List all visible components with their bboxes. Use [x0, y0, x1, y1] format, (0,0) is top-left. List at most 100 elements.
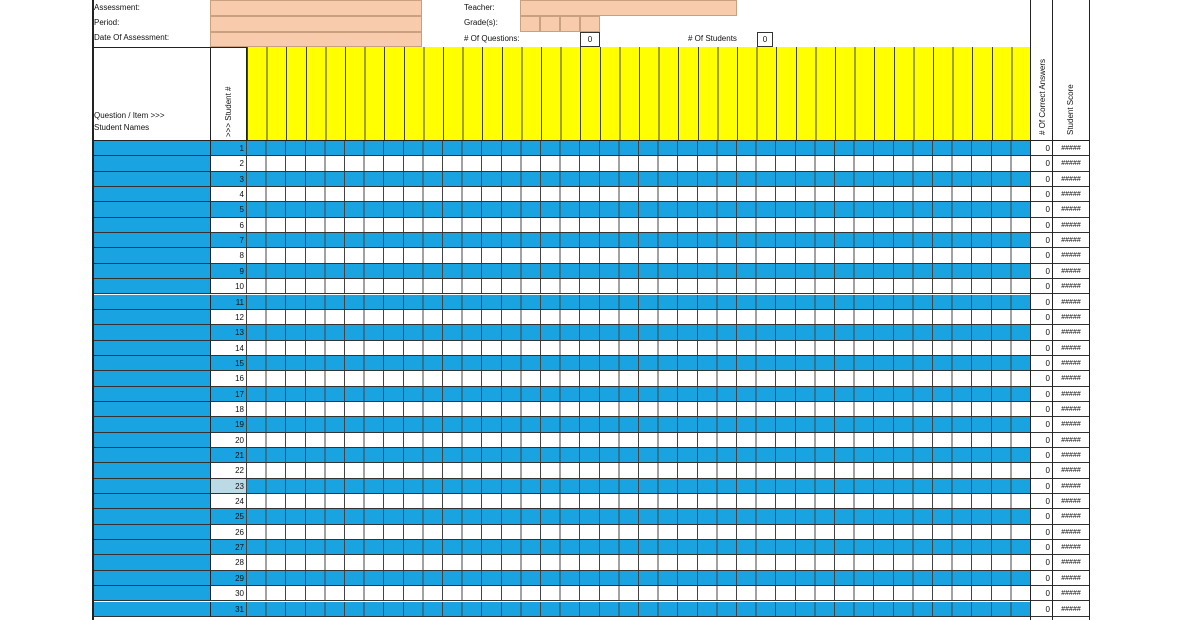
student-name-cell[interactable]	[94, 478, 210, 495]
student-name-cell[interactable]	[94, 555, 210, 571]
student-name-cell[interactable]	[94, 401, 210, 418]
student-score: #####	[1053, 233, 1089, 249]
answer-cells[interactable]	[246, 540, 1030, 556]
grade-input[interactable]	[540, 16, 560, 32]
date-input[interactable]	[210, 32, 422, 47]
student-number: 7	[210, 233, 246, 249]
grade-input[interactable]	[520, 16, 540, 32]
grade-input[interactable]	[560, 16, 580, 32]
answer-cells[interactable]	[246, 570, 1030, 587]
period-label: Period:	[94, 18, 120, 27]
correct-count: 0	[1031, 601, 1052, 617]
student-number: 1	[210, 141, 246, 157]
answer-cells[interactable]	[246, 233, 1030, 249]
student-names-label: Student Names	[94, 123, 150, 132]
correct-count: 0	[1031, 279, 1052, 295]
student-name-cell[interactable]	[94, 448, 210, 464]
correct-count: 0	[1031, 570, 1052, 587]
correct-count: 0	[1031, 141, 1052, 157]
student-number: 31	[210, 601, 246, 617]
answer-cells[interactable]	[246, 371, 1030, 387]
student-name-cell[interactable]	[94, 217, 210, 234]
answer-cells[interactable]	[246, 248, 1030, 264]
student-name-cell[interactable]	[94, 233, 210, 249]
answer-cells[interactable]	[246, 494, 1030, 510]
student-name-cell[interactable]	[94, 202, 210, 218]
answer-cells[interactable]	[246, 555, 1030, 571]
student-score: #####	[1053, 432, 1089, 448]
answer-cells[interactable]	[246, 309, 1030, 326]
answer-cells[interactable]	[246, 340, 1030, 356]
student-name-cell[interactable]	[94, 432, 210, 448]
sheet-border	[92, 0, 94, 620]
question-header[interactable]	[246, 47, 1030, 140]
correct-count: 0	[1031, 233, 1052, 249]
student-name-cell[interactable]	[94, 309, 210, 326]
period-input[interactable]	[210, 16, 422, 32]
answer-cells[interactable]	[246, 417, 1030, 433]
answer-cells[interactable]	[246, 202, 1030, 218]
answer-cells[interactable]	[246, 156, 1030, 172]
student-name-cell[interactable]	[94, 601, 210, 617]
answer-cells[interactable]	[246, 448, 1030, 464]
student-name-cell[interactable]	[94, 371, 210, 387]
student-name-cell[interactable]	[94, 355, 210, 372]
student-number: 17	[210, 386, 246, 402]
answer-cells[interactable]	[246, 325, 1030, 341]
student-score: #####	[1053, 171, 1089, 188]
student-name-cell[interactable]	[94, 325, 210, 341]
student-score: #####	[1053, 386, 1089, 402]
student-name-cell[interactable]	[94, 524, 210, 541]
student-name-cell[interactable]	[94, 248, 210, 264]
student-name-cell[interactable]	[94, 294, 210, 310]
student-name-cell[interactable]	[94, 141, 210, 157]
teacher-input[interactable]	[520, 0, 737, 16]
student-number: 16	[210, 371, 246, 387]
correct-count: 0	[1031, 187, 1052, 203]
grade-input[interactable]	[580, 16, 600, 32]
answer-cells[interactable]	[246, 279, 1030, 295]
student-name-cell[interactable]	[94, 509, 210, 525]
answer-cells[interactable]	[246, 294, 1030, 310]
student-name-cell[interactable]	[94, 386, 210, 402]
student-name-cell[interactable]	[94, 279, 210, 295]
answer-cells[interactable]	[246, 601, 1030, 617]
student-name-cell[interactable]	[94, 263, 210, 280]
answer-cells[interactable]	[246, 386, 1030, 402]
answer-cells[interactable]	[246, 432, 1030, 448]
student-name-cell[interactable]	[94, 340, 210, 356]
assessment-input[interactable]	[210, 0, 422, 16]
answer-cells[interactable]	[246, 524, 1030, 541]
student-score: #####	[1053, 401, 1089, 418]
answer-cells[interactable]	[246, 141, 1030, 157]
answer-cells[interactable]	[246, 463, 1030, 479]
student-name-cell[interactable]	[94, 156, 210, 172]
answer-cells[interactable]	[246, 401, 1030, 418]
grades-label: Grade(s):	[464, 18, 498, 27]
answer-cells[interactable]	[246, 263, 1030, 280]
student-name-cell[interactable]	[94, 586, 210, 602]
student-name-cell[interactable]	[94, 187, 210, 203]
student-score: #####	[1053, 509, 1089, 525]
student-score: #####	[1053, 325, 1089, 341]
student-name-cell[interactable]	[94, 463, 210, 479]
answer-cells[interactable]	[246, 355, 1030, 372]
row-border	[92, 140, 1090, 141]
student-number: 24	[210, 494, 246, 510]
student-name-cell[interactable]	[94, 417, 210, 433]
answer-cells[interactable]	[246, 187, 1030, 203]
correct-count: 0	[1031, 202, 1052, 218]
student-score: #####	[1053, 494, 1089, 510]
student-score: #####	[1053, 586, 1089, 602]
student-name-cell[interactable]	[94, 570, 210, 587]
answer-cells[interactable]	[246, 509, 1030, 525]
answer-cells[interactable]	[246, 171, 1030, 188]
student-name-cell[interactable]	[94, 494, 210, 510]
student-name-cell[interactable]	[94, 171, 210, 188]
answer-cells[interactable]	[246, 586, 1030, 602]
student-name-cell[interactable]	[94, 540, 210, 556]
answer-cells[interactable]	[246, 478, 1030, 495]
assessment-label: Assessment:	[94, 3, 140, 12]
answer-cells[interactable]	[246, 217, 1030, 234]
student-score: #####	[1053, 463, 1089, 479]
